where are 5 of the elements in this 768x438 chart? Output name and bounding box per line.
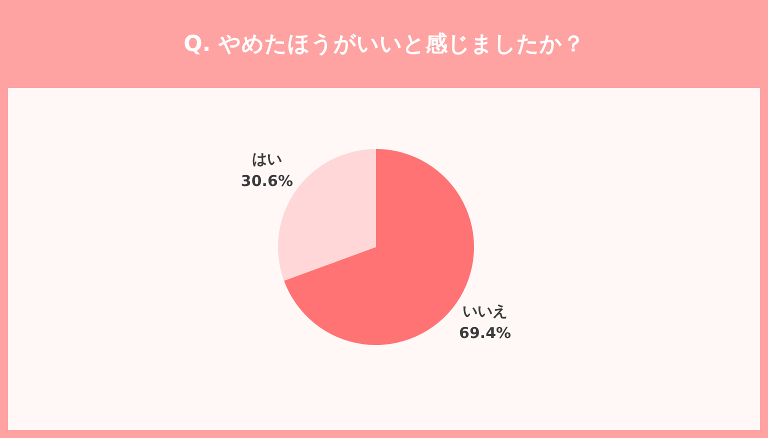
slice-label: いいえ: [462, 302, 508, 320]
slice-label: はい: [252, 150, 282, 168]
data-label: 30.6%: [240, 172, 293, 190]
chart-title: Q. やめたほうがいいと感じましたか？: [184, 31, 584, 59]
data-label: 69.4%: [459, 324, 512, 342]
